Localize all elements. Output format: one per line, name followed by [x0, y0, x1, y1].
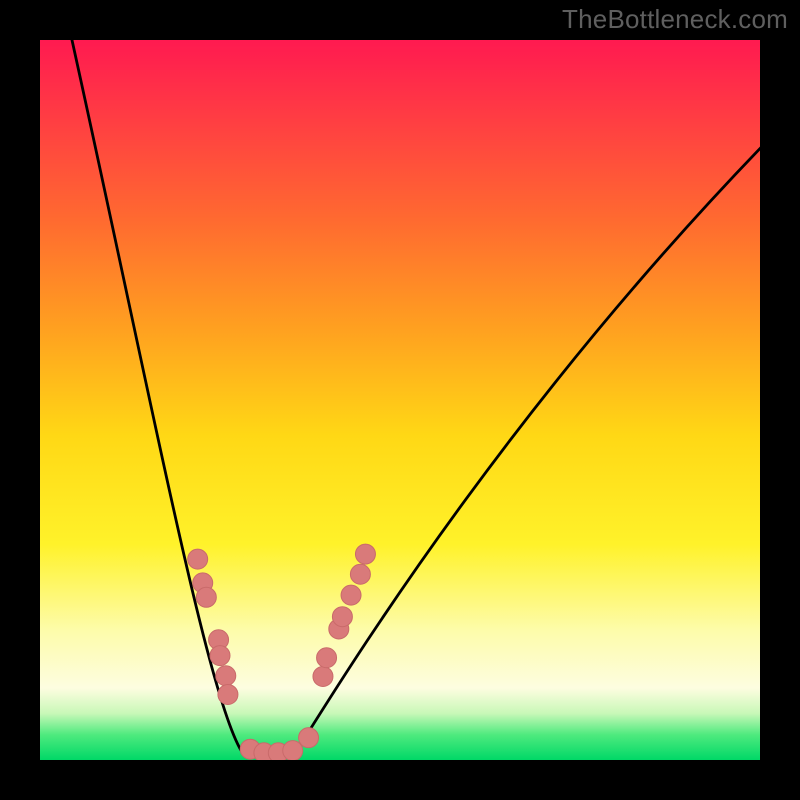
data-marker [317, 648, 337, 668]
data-marker [341, 585, 361, 605]
data-marker [210, 646, 230, 666]
data-marker [332, 607, 352, 627]
plot-background [40, 40, 760, 760]
data-marker [196, 587, 216, 607]
data-marker [218, 684, 238, 704]
data-marker [283, 741, 303, 761]
data-marker [313, 666, 333, 686]
data-marker [355, 544, 375, 564]
watermark-text: TheBottleneck.com [562, 4, 788, 35]
data-marker [350, 564, 370, 584]
data-marker [188, 549, 208, 569]
data-marker [216, 666, 236, 686]
chart-root: TheBottleneck.com [0, 0, 800, 800]
chart-svg [0, 0, 800, 800]
data-marker [299, 728, 319, 748]
